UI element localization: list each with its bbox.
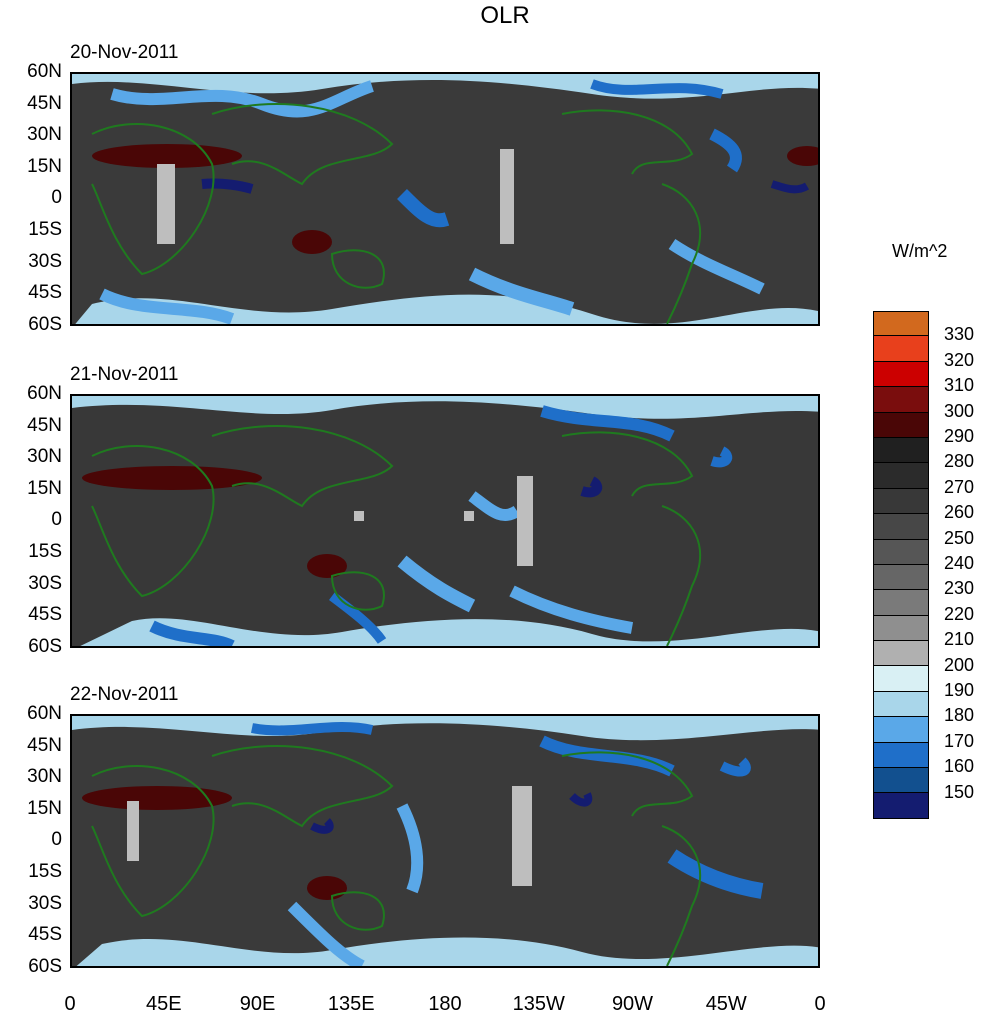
lon-label: 0: [64, 993, 76, 1015]
colorbar-label: 220: [944, 603, 975, 624]
colorbar-label: 170: [944, 730, 975, 751]
colorbar-box: [873, 539, 929, 565]
colorbar-label: 280: [944, 451, 975, 472]
colorbar-label: 310: [944, 375, 975, 396]
colorbar-box: [873, 361, 929, 388]
colorbar-label: 200: [944, 654, 975, 675]
lat-label: 15S: [28, 861, 62, 882]
olr-field-3: [72, 716, 818, 966]
colorbar-label: 180: [944, 705, 975, 726]
colorbar-label: 300: [944, 400, 975, 421]
map-panel-2: [70, 394, 820, 648]
lat-label: 60N: [27, 703, 62, 724]
lat-label: 30N: [27, 766, 62, 788]
colorbar-box: [873, 564, 929, 591]
panel-date-2: 21-Nov-2011: [70, 364, 179, 385]
lon-label: 180: [428, 993, 462, 1015]
lat-label: 15N: [27, 155, 62, 177]
colorbar-box: [873, 590, 929, 616]
lat-label: 60S: [28, 955, 62, 977]
colorbar-box: [873, 311, 929, 337]
colorbar-box: [873, 641, 929, 667]
colorbar-box: [873, 768, 929, 794]
colorbar-box: [873, 437, 929, 464]
lat-label: 45S: [28, 282, 62, 304]
olr-field-2: [72, 396, 818, 646]
colorbar-box: [873, 666, 929, 692]
colorbar-box: [873, 336, 929, 362]
lat-label: 60S: [28, 635, 62, 657]
colorbar-label: 150: [944, 781, 975, 802]
panel-date-1: 20-Nov-2011: [70, 42, 179, 63]
colorbar-box: [873, 387, 929, 413]
map-panel-3: [70, 714, 820, 968]
lon-label: 90E: [239, 993, 276, 1015]
colorbar-box: [873, 691, 929, 718]
lat-label: 45S: [28, 924, 62, 946]
lon-label: 135W: [512, 993, 565, 1015]
colorbar-box: [873, 742, 929, 769]
lat-label: 0: [51, 509, 62, 531]
lat-label: 15S: [28, 219, 62, 240]
lat-label: 0: [51, 187, 62, 209]
colorbar-box: [873, 514, 929, 540]
lat-label: 45N: [27, 414, 62, 436]
colorbar-label: 250: [944, 527, 975, 548]
lon-label: 90W: [611, 993, 654, 1015]
colorbar-box: [873, 412, 929, 438]
lat-label: 45N: [27, 734, 62, 756]
lon-label: 45W: [705, 993, 747, 1015]
colorbar-label: 210: [944, 629, 975, 650]
colorbar-box: [873, 488, 929, 515]
lat-label: 30N: [27, 124, 62, 146]
lon-label: 135E: [327, 993, 375, 1015]
colorbar-label: 290: [944, 426, 975, 446]
olr-field-1: [72, 74, 818, 324]
colorbar-label: 260: [944, 502, 975, 523]
colorbar: [873, 311, 929, 819]
colorbar-label: 240: [944, 553, 975, 573]
colorbar-label: 330: [944, 324, 975, 345]
lat-label: 0: [51, 829, 62, 851]
colorbar-box: [873, 717, 929, 743]
panel-date-3: 22-Nov-2011: [70, 684, 179, 705]
colorbar-label: 320: [944, 349, 975, 370]
colorbar-box: [873, 463, 929, 489]
lat-label: 15N: [27, 797, 62, 819]
lat-label: 30S: [28, 572, 62, 594]
lat-label: 15S: [28, 541, 62, 562]
colorbar-box: [873, 793, 929, 819]
lon-label: 0: [814, 993, 826, 1015]
colorbar-box: [873, 615, 929, 642]
lat-label: 45N: [27, 92, 62, 114]
lat-label: 30S: [28, 892, 62, 914]
lat-label: 60N: [27, 383, 62, 404]
lat-label: 15N: [27, 477, 62, 499]
lat-label: 45S: [28, 604, 62, 626]
chart-title: OLR: [480, 2, 530, 29]
units-label: W/m^2: [892, 241, 948, 261]
lat-label: 30S: [28, 250, 62, 272]
lon-label: 45E: [145, 993, 182, 1015]
lat-label: 60S: [28, 313, 62, 335]
map-panel-1: [70, 72, 820, 326]
colorbar-label: 230: [944, 578, 975, 599]
lat-label: 30N: [27, 446, 62, 468]
lat-label: 60N: [27, 61, 62, 82]
colorbar-label: 270: [944, 476, 975, 497]
colorbar-label: 160: [944, 756, 975, 777]
colorbar-label: 190: [944, 680, 975, 700]
